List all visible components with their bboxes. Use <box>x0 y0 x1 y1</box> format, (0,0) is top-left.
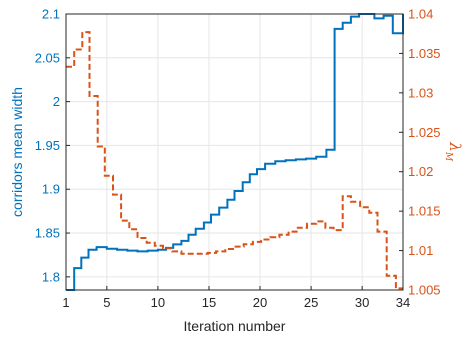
right-y-tick-label-1.01: 1.01 <box>408 243 433 258</box>
right-y-tick-label-1.035: 1.035 <box>408 46 441 61</box>
right-y-tick-label-1.015: 1.015 <box>408 204 441 219</box>
left-y-tick-label-2.1: 2.1 <box>42 7 60 22</box>
x-tick-label-10: 10 <box>151 295 165 310</box>
left-y-tick-label-1.85: 1.85 <box>35 226 60 241</box>
right-y-tick-label-1.005: 1.005 <box>408 283 441 298</box>
right-y-axis-label: λ M <box>443 141 464 162</box>
right-y-axis-label-sub: M <box>443 151 453 162</box>
left-y-tick-label-2: 2 <box>53 94 60 109</box>
right-y-axis-label-main: λ <box>446 141 464 152</box>
left-y-axis-label: corridors mean width <box>9 87 25 217</box>
x-tick-label-15: 15 <box>202 295 216 310</box>
left-y-tick-label-2.05: 2.05 <box>35 50 60 65</box>
right-y-tick-label-1.02: 1.02 <box>408 164 433 179</box>
x-axis-label: Iteration number <box>184 318 286 334</box>
left-y-tick-label-1.9: 1.9 <box>42 182 60 197</box>
right-y-tick-label-1.025: 1.025 <box>408 125 441 140</box>
x-tick-label-25: 25 <box>304 295 318 310</box>
x-tick-label-1: 1 <box>62 295 69 310</box>
series-layer <box>66 13 404 291</box>
x-tick-label-30: 30 <box>355 295 369 310</box>
right-y-tick-label-1.04: 1.04 <box>408 7 433 22</box>
series-corridors-mean-width <box>66 13 404 291</box>
right-y-tick-label-1.03: 1.03 <box>408 85 433 100</box>
series-lambda-m <box>66 31 403 290</box>
left-y-tick-label-1.95: 1.95 <box>35 138 60 153</box>
tick-layer: 1 5 10 15 20 25 30 341.81.851.91.9522.052.11.00… <box>35 7 441 311</box>
x-tick-label-34: 34 <box>396 295 410 310</box>
plot-area-border <box>65 13 404 291</box>
x-tick-label-20: 20 <box>253 295 267 310</box>
x-tick-label-5: 5 <box>103 295 110 310</box>
grid-lines <box>65 13 404 290</box>
left-y-tick-label-1.8: 1.8 <box>42 269 60 284</box>
